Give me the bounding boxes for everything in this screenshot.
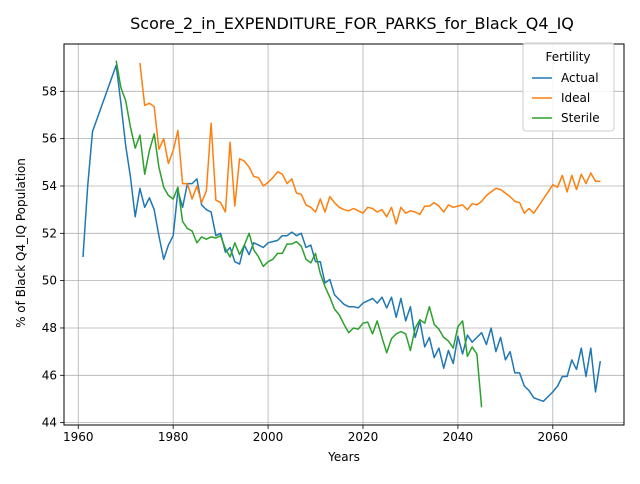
plot-frame bbox=[63, 43, 625, 426]
x-axis-label: Years bbox=[327, 450, 360, 464]
legend-title: Fertility bbox=[545, 50, 590, 64]
axis-ticks: 1960 1980 2000 2020 2040 2060 44 46 48 50 52 54 56 58 bbox=[42, 84, 568, 444]
y-tick-label: 48 bbox=[42, 321, 57, 335]
y-tick-label: 58 bbox=[42, 84, 57, 98]
legend-label-actual: Actual bbox=[561, 71, 599, 85]
y-tick-label: 44 bbox=[42, 416, 57, 430]
legend-label-ideal: Ideal bbox=[561, 91, 590, 105]
y-tick-label: 52 bbox=[42, 226, 57, 240]
x-tick-label: 2000 bbox=[253, 430, 284, 444]
series-lines bbox=[82, 60, 602, 408]
y-tick-label: 56 bbox=[42, 132, 57, 146]
legend-box bbox=[522, 42, 615, 132]
legend-items: Actual Ideal Sterile bbox=[532, 71, 600, 125]
series-line-ideal bbox=[139, 62, 601, 225]
x-tick-label: 2020 bbox=[348, 430, 379, 444]
legend: Fertility Actual Ideal Sterile bbox=[522, 42, 615, 132]
x-tick-label: 2060 bbox=[538, 430, 569, 444]
x-tick-label: 1980 bbox=[158, 430, 189, 444]
y-tick-label: 54 bbox=[42, 179, 57, 193]
x-tick-label: 1960 bbox=[63, 430, 94, 444]
series-line-actual bbox=[82, 64, 602, 403]
grid bbox=[64, 44, 624, 425]
y-tick-label: 46 bbox=[42, 368, 57, 382]
chart-title: Score_2_in_EXPENDITURE_FOR_PARKS_for_Bla… bbox=[130, 14, 574, 34]
legend-label-sterile: Sterile bbox=[561, 111, 600, 125]
x-tick-label: 2040 bbox=[443, 430, 474, 444]
y-tick-label: 50 bbox=[42, 274, 57, 288]
y-axis-label: % of Black Q4_IQ Population bbox=[14, 158, 28, 328]
series-line-sterile bbox=[115, 60, 483, 408]
